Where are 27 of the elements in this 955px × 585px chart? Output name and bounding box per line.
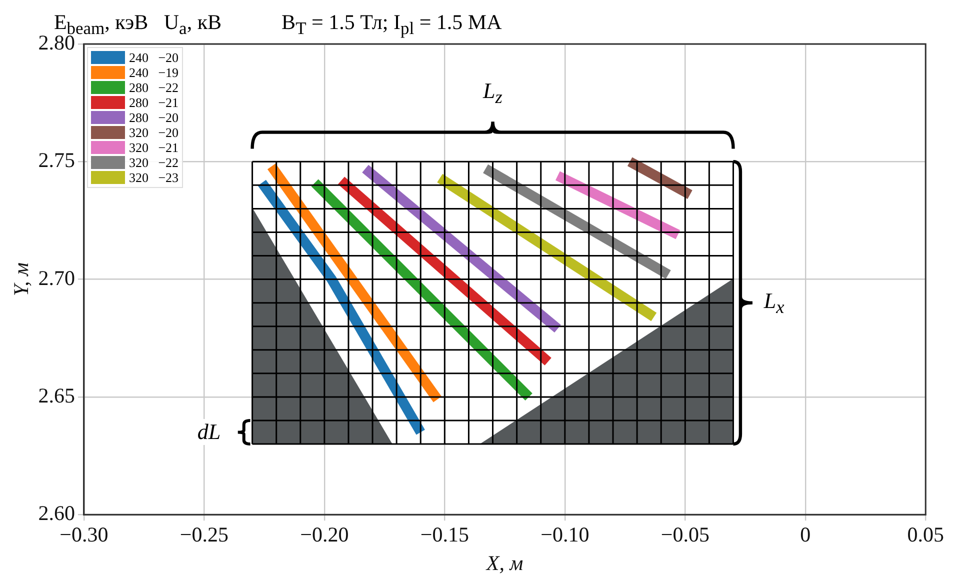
x-tick-label: −0.10 [540,522,590,547]
y-tick-label: 2.65 [38,383,75,408]
legend-label: 240 −19 [128,64,179,80]
x-tick-label: −0.05 [660,522,710,547]
legend-label: 280 −20 [128,110,179,126]
x-tick-label: −0.25 [180,522,228,547]
legend-label: 320 −20 [128,124,179,140]
x-tick-label: 0 [800,522,811,547]
y-axis-title: Y, м [9,262,34,296]
x-tick-label: −0.30 [60,522,108,547]
legend-label: 320 −22 [128,154,179,170]
x-tick-label: −0.20 [300,522,349,547]
legend-label: 280 −21 [128,94,179,110]
y-tick-label: 2.75 [38,148,75,172]
y-tick-label: 2.60 [38,501,75,526]
legend-label: 320 −21 [128,140,179,156]
x-axis-title: X, м [485,550,524,575]
annotation: L$_{x}$ [762,288,786,318]
legend-label: 240 −20 [128,50,179,66]
x-tick-label: −0.15 [420,522,469,547]
annotation: dL [195,419,223,446]
y-tick-label: 2.70 [38,266,75,290]
legend-label: 320 −23 [128,170,179,186]
chart-title: B$_{T}$ = 1.5 Тл; I$_{pl}$ = 1.5 МА [282,10,502,40]
x-tick-label: 0.05 [907,522,944,547]
annotation: L$_{z}$ [481,78,504,109]
legend-label: 280 −22 [128,80,179,96]
